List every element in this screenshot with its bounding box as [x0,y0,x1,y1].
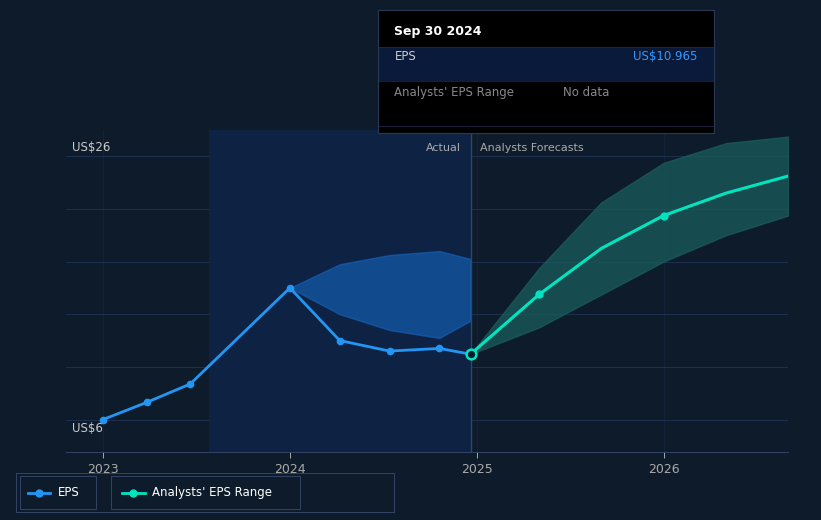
Text: US$26: US$26 [72,141,110,154]
FancyBboxPatch shape [21,476,96,509]
Text: EPS: EPS [58,486,80,499]
Text: Analysts' EPS Range: Analysts' EPS Range [153,486,273,499]
Bar [209,130,470,452]
Text: No data: No data [563,86,609,99]
Text: US$6: US$6 [72,422,103,435]
Text: US$10.965: US$10.965 [633,49,698,62]
FancyBboxPatch shape [111,476,300,509]
Text: Analysts' EPS Range: Analysts' EPS Range [395,86,515,99]
Text: EPS: EPS [395,49,416,62]
Text: Sep 30 2024: Sep 30 2024 [395,25,482,38]
Bar [378,47,714,81]
Text: Analysts Forecasts: Analysts Forecasts [480,143,584,153]
Text: Actual: Actual [425,143,461,153]
